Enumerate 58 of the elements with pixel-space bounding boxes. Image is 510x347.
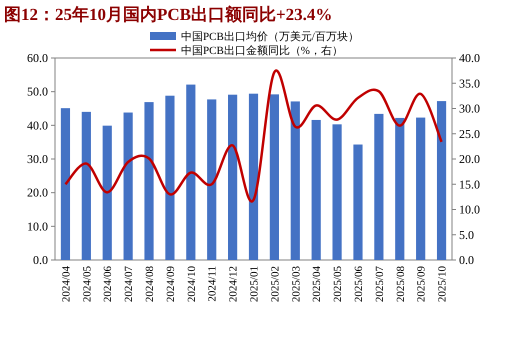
bar xyxy=(60,108,70,260)
y-tick-label: 30.0 xyxy=(27,152,48,166)
y-tick-label: 50.0 xyxy=(27,84,48,99)
bar xyxy=(270,94,279,260)
y2-tick-label: 30.0 xyxy=(459,102,480,116)
x-tick-label: 2024/12 xyxy=(228,266,240,302)
y2-tick-label: 0.0 xyxy=(459,253,474,267)
legend-label: 中国PCB出口金额同比（%，右） xyxy=(181,44,343,57)
bar xyxy=(290,101,300,260)
x-tick-label: 2025/06 xyxy=(352,266,365,302)
x-tick-label: 2025/09 xyxy=(416,266,428,302)
bar xyxy=(248,94,258,260)
x-tick-label: 2025/01 xyxy=(248,266,260,302)
x-tick-label: 2025/04 xyxy=(311,266,324,302)
y2-tick-label: 15.0 xyxy=(459,177,480,192)
y2-tick-label: 20.0 xyxy=(459,152,480,166)
chart-title: 图12：25年10月国内PCB出口额同比+23.4% xyxy=(4,5,332,24)
y-tick-label: 60.0 xyxy=(27,51,48,65)
x-tick-label: 2024/10 xyxy=(186,266,198,302)
bar xyxy=(374,114,384,260)
bar xyxy=(82,112,91,260)
x-tick-label: 2024/04 xyxy=(60,266,72,302)
x-tick-label: 2024/05 xyxy=(81,266,94,302)
line-series xyxy=(64,70,443,202)
x-tick-label: 2025/03 xyxy=(290,266,302,302)
bar xyxy=(144,102,154,260)
bar xyxy=(165,96,175,260)
bar xyxy=(102,126,112,260)
bar xyxy=(353,144,363,260)
x-tick-label: 2024/08 xyxy=(144,266,156,302)
y-tick-label: 20.0 xyxy=(27,186,48,200)
y2-tick-label: 10.0 xyxy=(459,202,480,216)
x-tick-label: 2024/06 xyxy=(102,266,114,302)
bar xyxy=(416,118,426,260)
legend-label: 中国PCB出口均价（万美元/百万块） xyxy=(181,30,359,43)
x-tick-label: 2025/02 xyxy=(269,266,282,302)
bar xyxy=(228,94,238,260)
x-tick-label: 2025/05 xyxy=(332,266,344,302)
x-tick-label: 2025/10 xyxy=(436,266,449,302)
y2-tick-label: 5.0 xyxy=(459,228,474,242)
y-tick-label: 40.0 xyxy=(27,118,48,132)
bar xyxy=(186,84,196,260)
bar xyxy=(436,101,446,260)
y2-tick-label: 25.0 xyxy=(459,126,480,141)
x-tick-label: 2024/09 xyxy=(164,266,177,302)
x-tick-label: 2025/07 xyxy=(374,266,386,302)
bar xyxy=(207,99,216,260)
bar xyxy=(395,118,404,260)
y2-tick-label: 35.0 xyxy=(459,76,480,90)
x-tick-label: 2024/07 xyxy=(123,266,136,302)
bar xyxy=(312,120,321,260)
x-tick-label: 2025/08 xyxy=(394,266,407,302)
bar xyxy=(332,124,342,260)
y2-tick-label: 40.0 xyxy=(459,51,480,65)
x-tick-label: 2024/11 xyxy=(206,266,219,302)
y-tick-label: 10.0 xyxy=(27,219,48,234)
y-tick-label: 0.0 xyxy=(33,253,48,267)
bar xyxy=(124,112,133,260)
